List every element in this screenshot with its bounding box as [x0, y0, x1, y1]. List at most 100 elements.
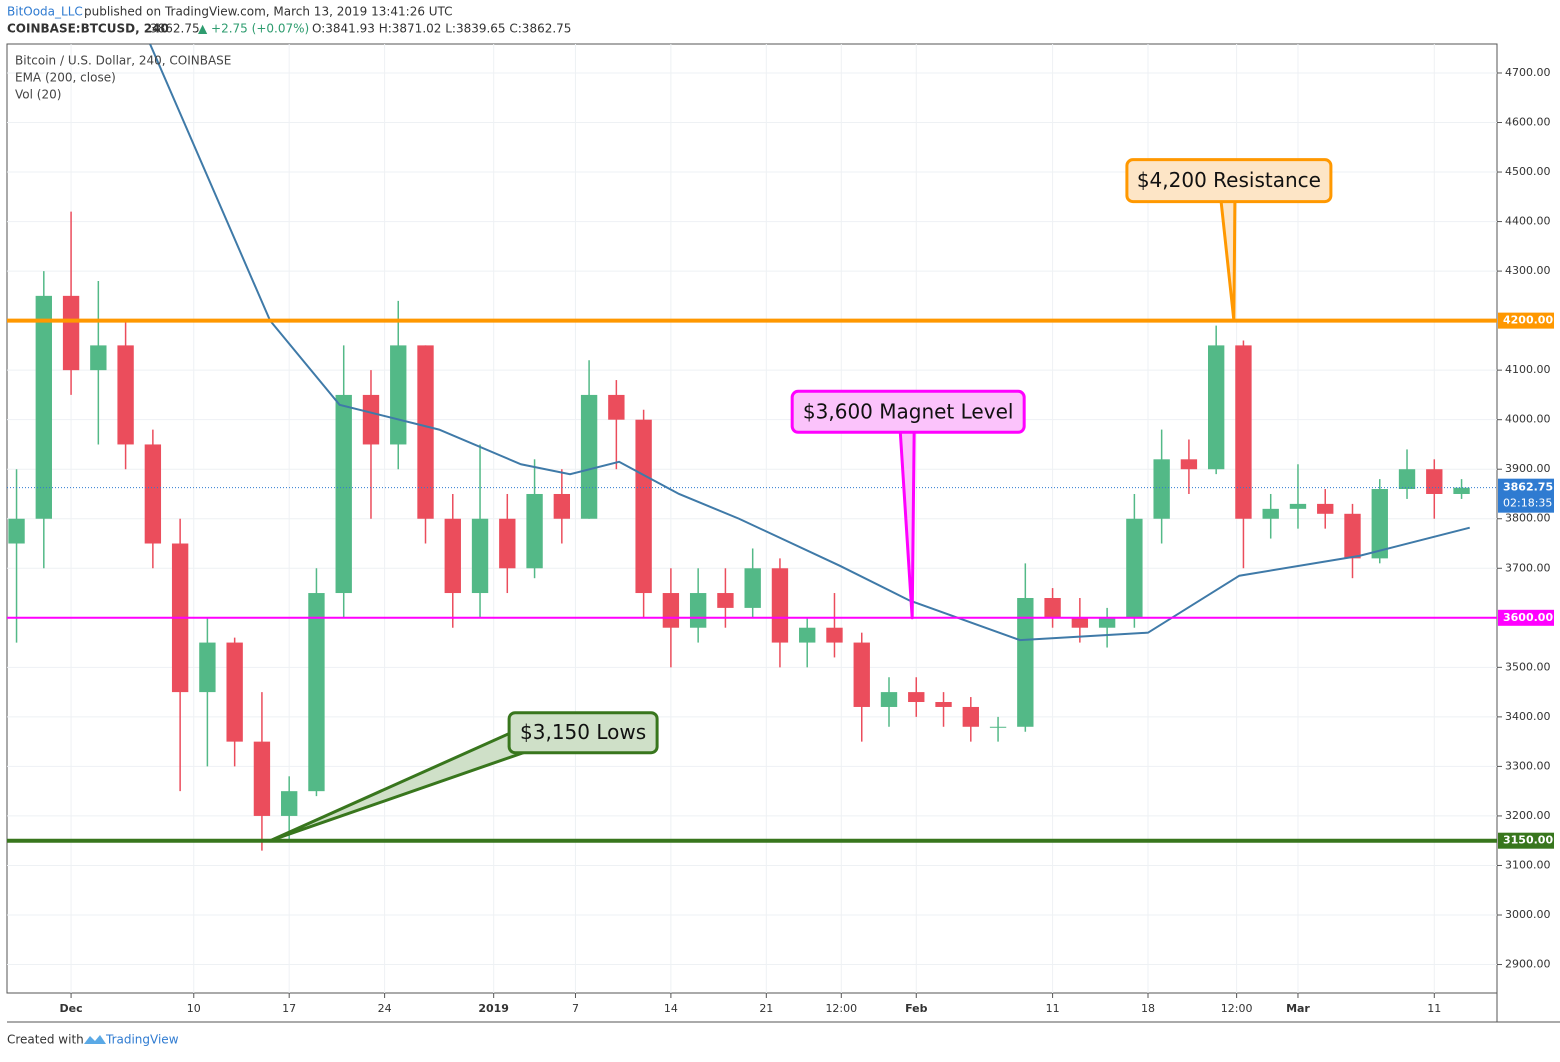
y-tick-label: 4100.00 — [1505, 363, 1551, 376]
x-tick-label: 10 — [187, 1002, 201, 1015]
x-tick-label: 11 — [1046, 1002, 1060, 1015]
level-label: 4200.00 — [1503, 314, 1553, 327]
candle-body — [35, 295, 52, 519]
candle-body — [90, 345, 107, 371]
y-tick-label: 4600.00 — [1505, 116, 1551, 129]
candle-body — [553, 493, 571, 519]
candle-body — [1371, 489, 1388, 559]
callout-box — [507, 711, 659, 755]
x-tick-label: 21 — [759, 1002, 773, 1015]
candle-body — [908, 692, 925, 703]
x-tick-label: 2019 — [478, 1002, 509, 1015]
candle-body — [1180, 459, 1198, 470]
x-tick-label: Dec — [60, 1002, 83, 1015]
legend-entry: Bitcoin / U.S. Dollar, 240, COINBASE — [15, 54, 231, 68]
price: 3862.75 — [150, 22, 200, 36]
ema-line — [149, 44, 1470, 642]
candle-body — [689, 593, 707, 628]
y-tick-label: 3300.00 — [1505, 759, 1551, 772]
x-tick-label: 18 — [1141, 1002, 1155, 1015]
candle-body — [499, 518, 516, 569]
callout-box — [1125, 158, 1333, 204]
callout-text: $3,600 Magnet Level — [803, 399, 1014, 423]
change: ▲ +2.75 (+0.07%) — [198, 22, 309, 36]
candle-body — [253, 741, 271, 816]
candle-body — [362, 394, 380, 445]
x-tick-label: 24 — [378, 1002, 392, 1015]
last-price-label: 3862.75 — [1503, 481, 1553, 494]
candle-body — [1071, 617, 1089, 628]
y-tick-label: 4000.00 — [1505, 413, 1551, 426]
level-tag — [1498, 312, 1554, 329]
last-price-tag — [1498, 478, 1554, 513]
candle-body — [1426, 469, 1443, 494]
x-tick-label: Feb — [905, 1002, 928, 1015]
candle-body — [1398, 469, 1416, 490]
x-tick-label: 14 — [664, 1002, 678, 1015]
candle-body — [417, 345, 434, 519]
y-tick-label: 3200.00 — [1505, 809, 1551, 822]
brand-logo — [84, 1035, 106, 1044]
candle-body — [1317, 503, 1334, 514]
y-tick-label: 3500.00 — [1505, 660, 1551, 673]
x-tick-label: 12:00 — [1221, 1002, 1253, 1015]
callout-pointer — [1219, 198, 1237, 323]
candle-body — [1262, 508, 1279, 519]
footer-brand[interactable]: TradingView — [105, 1033, 179, 1047]
candle-body — [1207, 345, 1225, 470]
candle-body — [62, 295, 80, 371]
candle-body — [8, 518, 25, 544]
level-tag — [1498, 609, 1554, 626]
x-tick-label: 11 — [1427, 1002, 1441, 1015]
y-tick-label: 3700.00 — [1505, 561, 1551, 574]
x-tick-label: 7 — [572, 1002, 579, 1015]
candle-body — [771, 568, 789, 643]
candle-body — [1098, 617, 1116, 628]
candle-body — [1453, 487, 1470, 494]
candle-body — [390, 345, 407, 445]
candle-body — [662, 593, 680, 628]
candle-body — [1044, 597, 1061, 618]
y-tick-label: 3800.00 — [1505, 512, 1551, 525]
candle-body — [1153, 459, 1170, 519]
candle-body — [1344, 513, 1361, 559]
candle-body — [526, 493, 543, 569]
candle-body — [444, 518, 461, 594]
candle-body — [580, 394, 598, 519]
candle-body — [199, 642, 216, 693]
candle-body — [144, 444, 162, 544]
level-tag — [1498, 832, 1554, 849]
legend-entry: Vol (20) — [15, 88, 61, 102]
x-tick-label: 12:00 — [825, 1002, 857, 1015]
level-label: 3150.00 — [1503, 834, 1553, 847]
y-tick-label: 4700.00 — [1505, 66, 1551, 79]
ohlc: O:3841.93 H:3871.02 L:3839.65 C:3862.75 — [312, 22, 571, 36]
author[interactable]: BitOoda_LLC — [7, 5, 83, 19]
footer-created: Created with — [7, 1033, 84, 1047]
candle-body — [281, 791, 298, 816]
candle-body — [853, 642, 870, 707]
y-tick-label: 3100.00 — [1505, 858, 1551, 871]
level-label: 3600.00 — [1503, 611, 1553, 624]
callout-text: $4,200 Resistance — [1137, 168, 1321, 192]
candle-body — [308, 593, 325, 792]
candle-body — [717, 593, 734, 608]
candle-body — [799, 627, 816, 643]
x-tick-label: Mar — [1286, 1002, 1310, 1015]
candle-body — [1235, 345, 1252, 519]
y-tick-label: 3000.00 — [1505, 908, 1551, 921]
y-tick-label: 4300.00 — [1505, 264, 1551, 277]
candle-body — [989, 726, 1007, 728]
candle-body — [962, 706, 979, 727]
y-tick-label: 2900.00 — [1505, 958, 1551, 971]
candle-body — [880, 692, 898, 707]
y-tick-label: 3400.00 — [1505, 710, 1551, 723]
x-tick-label: 17 — [282, 1002, 296, 1015]
candle-body — [1126, 518, 1143, 618]
candle-body — [826, 627, 843, 643]
candle-body — [335, 394, 352, 594]
callout-pointer — [898, 428, 916, 620]
callout-box — [790, 389, 1026, 434]
